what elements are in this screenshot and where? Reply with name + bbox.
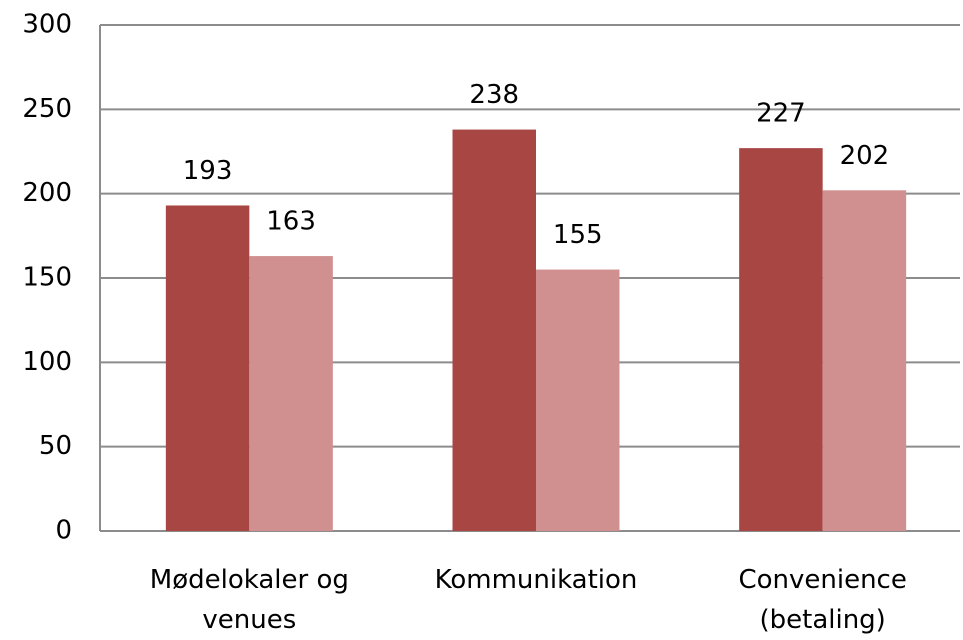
x-tick-label: Mødelokaler og venues [149,565,349,635]
data-label: 163 [266,207,316,237]
bar [739,148,823,532]
bar [165,205,250,531]
y-tick-label: 200 [22,178,72,208]
y-tick-label: 150 [22,263,72,293]
y-tick-label: 250 [22,94,72,124]
bar [822,190,907,531]
data-label: 238 [469,80,519,110]
data-label: 202 [840,141,890,171]
y-tick-label: 100 [22,347,72,377]
bar [536,269,620,531]
data-label: 155 [553,220,603,250]
data-label: 193 [183,156,233,186]
x-tick-label: Convenience (betaling) [738,565,907,635]
data-label: 227 [756,99,806,129]
bar [452,129,536,531]
x-tick-label: Kommunikation [434,565,638,595]
bar [249,256,333,531]
y-tick-label: 50 [39,431,72,461]
y-tick-label: 0 [55,516,72,546]
y-tick-label: 300 [22,10,72,40]
